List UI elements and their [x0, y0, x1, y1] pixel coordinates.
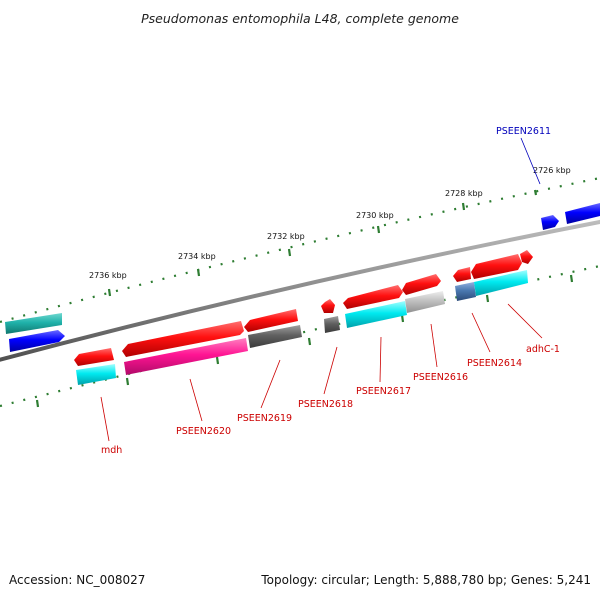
gene-feature-dark-gray-2619[interactable] [248, 325, 302, 348]
gene-feature-teal-left[interactable] [5, 313, 62, 334]
gene-label-pseen2618[interactable]: PSEEN2618 [298, 399, 353, 410]
gene-feature-pseen2616[interactable] [402, 274, 441, 295]
tick-label-2732: 2732 kbp [267, 232, 305, 241]
accession-text: Accession: NC_008027 [9, 573, 146, 587]
gene-feature-dark-gray-2618[interactable] [324, 316, 340, 333]
leader-lines [100, 137, 543, 442]
gene-label-mdh[interactable]: mdh [101, 445, 122, 456]
features-lower [9, 270, 528, 385]
gene-feature-pseen2620[interactable] [122, 321, 244, 357]
tick-label-2728: 2728 kbp [445, 189, 483, 198]
gene-feature-pseen2611[interactable] [541, 215, 559, 230]
major-ticks [35, 189, 574, 408]
gene-feature-cyan-2617[interactable] [345, 301, 407, 328]
gene-label-pseen2620[interactable]: PSEEN2620 [176, 426, 231, 437]
features-upper [5, 203, 600, 366]
gene-feature-blue-left[interactable] [9, 330, 65, 352]
gene-label-pseen2611[interactable]: PSEEN2611 [496, 126, 551, 137]
gene-feature-pseen2617[interactable] [343, 285, 403, 309]
tick-label-2736: 2736 kbp [89, 271, 127, 280]
gene-feature-cyan-2614[interactable] [474, 270, 528, 296]
gene-feature-steel-2614[interactable] [455, 282, 476, 301]
gene-label-pseen2619[interactable]: PSEEN2619 [237, 413, 292, 424]
gene-label-adhc1[interactable]: adhC-1 [526, 344, 560, 355]
gene-feature-blue-right[interactable] [565, 203, 600, 224]
tick-label-2730: 2730 kbp [356, 211, 394, 220]
gene-label-pseen2614[interactable]: PSEEN2614 [467, 358, 522, 369]
map-title: Pseudomonas entomophila L48, complete ge… [141, 11, 459, 26]
tick-track-upper [0, 176, 600, 324]
topology-text: Topology: circular; Length: 5,888,780 bp… [261, 573, 591, 587]
gene-feature-cyan-mdh[interactable] [76, 364, 116, 385]
gene-feature-light-gray-2616[interactable] [405, 291, 445, 313]
gene-feature-pseen2614[interactable] [471, 254, 522, 279]
gene-feature-magenta[interactable] [124, 338, 248, 375]
tick-label-2726: 2726 kbp [533, 166, 571, 175]
tick-label-2734: 2734 kbp [178, 252, 216, 261]
genome-backbone [0, 219, 600, 362]
gene-feature-adhc1-tail[interactable] [520, 250, 533, 264]
gene-feature-red-2615[interactable] [453, 267, 471, 282]
gene-feature-pseen2618[interactable] [321, 299, 335, 313]
gene-label-pseen2617[interactable]: PSEEN2617 [356, 386, 411, 397]
gene-label-pseen2616[interactable]: PSEEN2616 [413, 372, 468, 383]
gene-feature-pseen2619[interactable] [244, 309, 298, 332]
gene-feature-mdh[interactable] [74, 348, 114, 366]
